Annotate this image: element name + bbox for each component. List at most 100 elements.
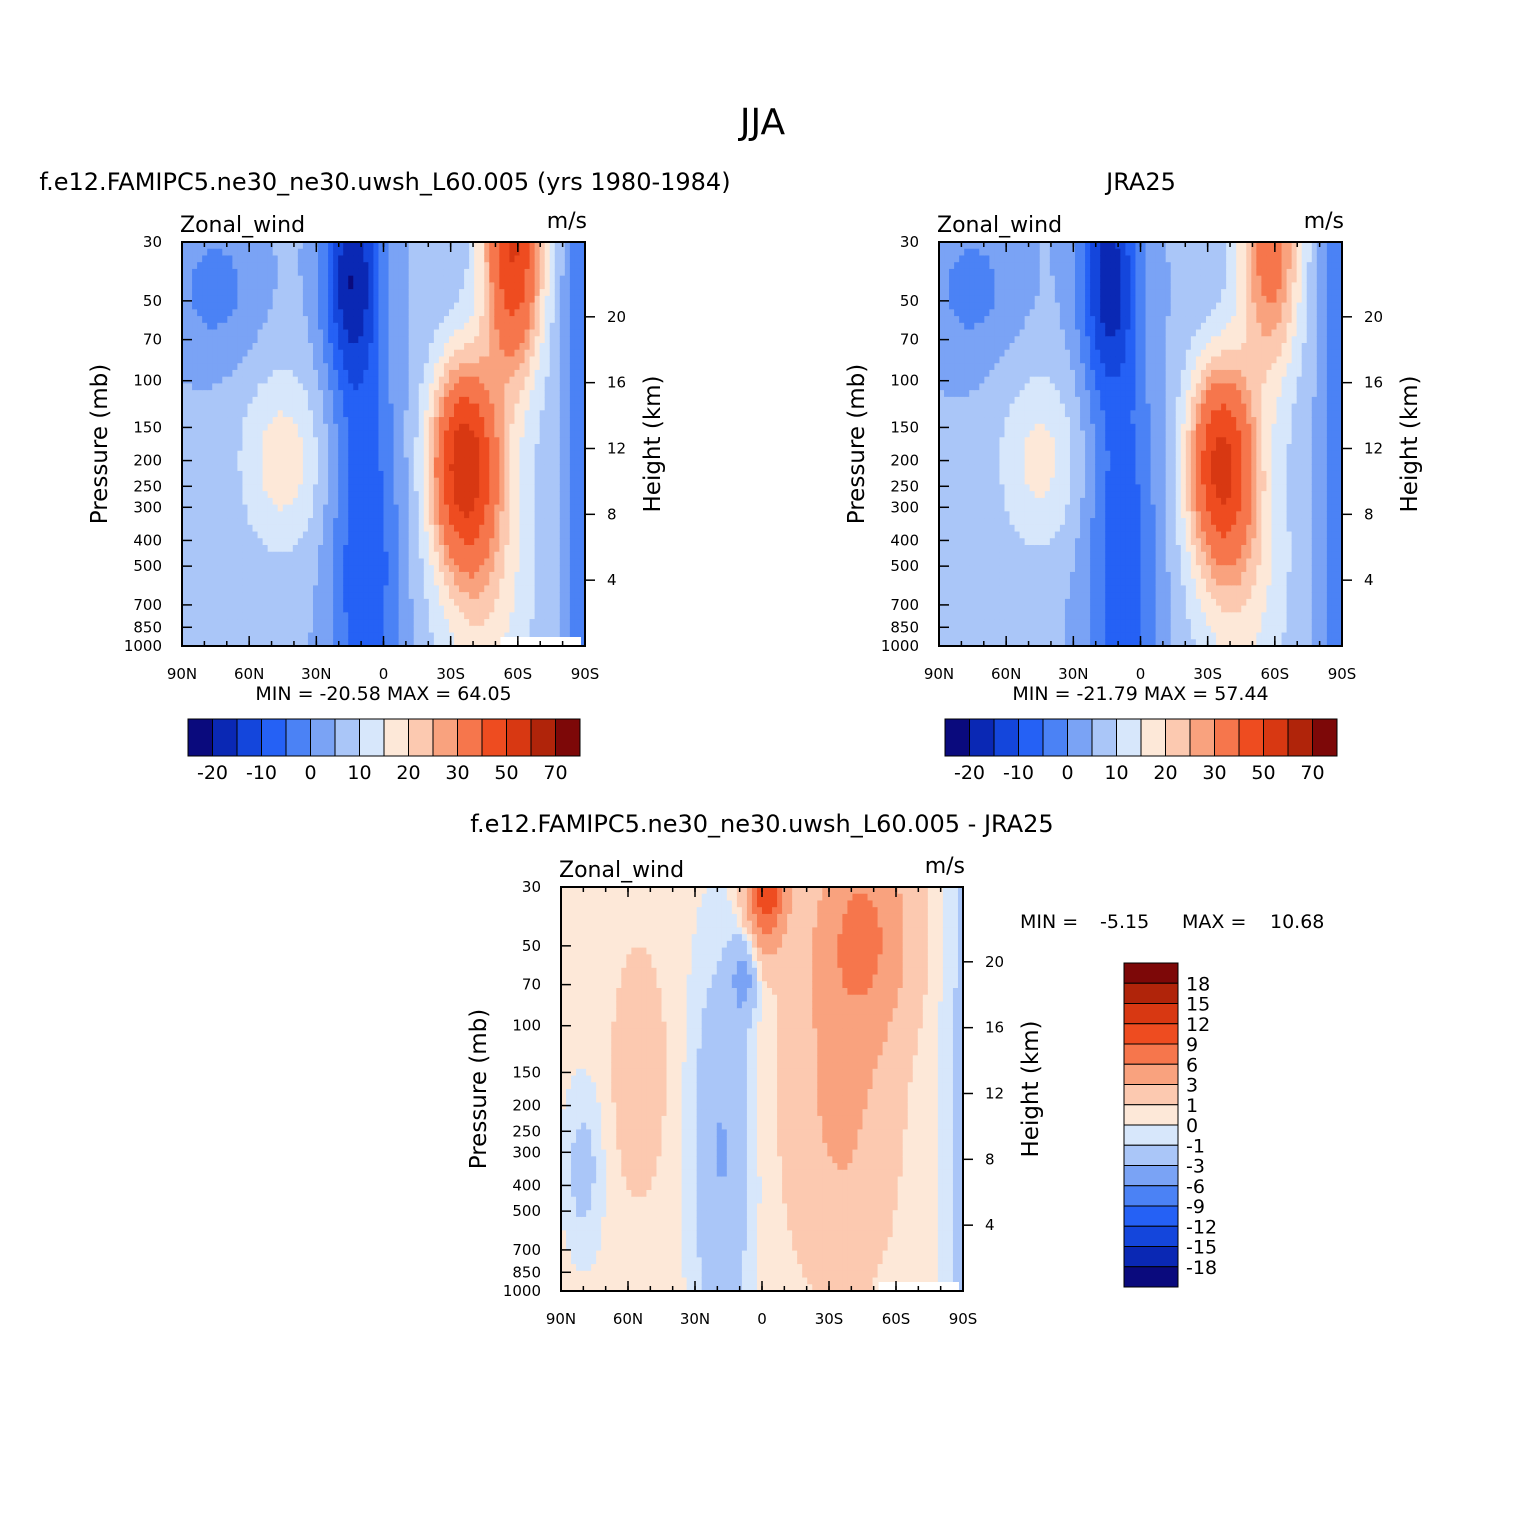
contour-cell <box>534 410 541 418</box>
contour-cell <box>564 464 571 472</box>
contour-cell <box>383 639 390 646</box>
contour-cell <box>484 309 490 317</box>
contour-cell <box>544 275 551 283</box>
contour-cell <box>524 356 531 364</box>
contour-cell <box>192 484 198 492</box>
contour-cell <box>212 376 218 384</box>
contour-cell <box>539 605 546 613</box>
contour-cell <box>272 518 279 526</box>
contour-cell <box>282 437 289 445</box>
contour-cell <box>549 511 556 519</box>
contour-cell <box>348 356 354 364</box>
contour-cell <box>247 417 254 425</box>
contour-cell <box>504 565 511 573</box>
contour-cell <box>257 551 264 560</box>
contour-cell <box>569 295 576 304</box>
contour-cell <box>579 255 585 263</box>
contour-cell <box>499 316 505 324</box>
contour-cell <box>217 363 223 371</box>
contour-cell <box>569 430 576 438</box>
contour-cell <box>363 639 369 646</box>
colorbar-label: 0 <box>304 762 316 784</box>
contour-cell <box>484 302 490 310</box>
contour-cell <box>247 470 254 479</box>
contour-cell <box>247 632 254 640</box>
contour-cell <box>262 464 269 472</box>
contour-cell <box>297 504 304 512</box>
contour-cell <box>549 316 556 324</box>
contour-cell <box>368 524 375 533</box>
contour-cell <box>378 316 385 324</box>
contour-cell <box>569 558 576 566</box>
contour-cell <box>514 531 521 539</box>
contour-cell <box>383 430 390 438</box>
contour-cell <box>438 524 445 533</box>
contour-cell <box>272 619 279 627</box>
contour-cell <box>343 376 349 384</box>
contour-cell <box>353 578 359 586</box>
contour-cell <box>197 255 203 263</box>
contour-cell <box>549 605 556 613</box>
contour-cell <box>504 518 511 526</box>
contour-cell <box>287 349 294 358</box>
contour-cell <box>272 410 279 418</box>
contour-cell <box>197 558 203 566</box>
contour-cell <box>474 497 480 506</box>
contour-cell <box>574 363 581 371</box>
contour-cell <box>408 376 415 384</box>
contour-cell <box>338 248 344 257</box>
contour-cell <box>428 423 435 432</box>
contour-cell <box>378 383 385 391</box>
y-tick-label: 400 <box>133 531 162 549</box>
contour-cell <box>408 470 415 479</box>
contour-cell <box>413 545 420 553</box>
contour-cell <box>489 592 495 600</box>
contour-cell <box>312 369 319 378</box>
contour-cell <box>378 571 385 580</box>
contour-cell <box>489 369 495 378</box>
contour-cell <box>454 262 460 270</box>
contour-cell <box>343 444 349 452</box>
contour-cell <box>464 625 470 634</box>
contour-cell <box>448 511 455 519</box>
contour-cell <box>343 484 349 492</box>
contour-cell <box>292 403 299 411</box>
contour-cell <box>403 484 410 492</box>
contour-cell <box>343 598 349 607</box>
contour-cell <box>489 255 495 263</box>
contour-cell <box>443 262 450 270</box>
contour-cell <box>262 470 269 479</box>
contour-cell <box>297 369 304 378</box>
contour-cell <box>489 565 495 573</box>
contour-cell <box>454 242 460 250</box>
contour-cell <box>534 376 541 384</box>
contour-cell <box>368 349 375 358</box>
contour-cell <box>939 268 945 277</box>
contour-cell <box>252 464 259 472</box>
contour-cell <box>353 524 359 533</box>
contour-cell <box>222 363 228 371</box>
contour-cell <box>504 578 511 586</box>
panel-1: f.e12.FAMIPC5.ne30_ne30.uwsh_L60.005 (yr… <box>39 168 730 784</box>
contour-cell <box>554 605 561 613</box>
contour-cell <box>474 632 480 640</box>
contour-cell <box>187 464 193 472</box>
contour-cell <box>939 531 945 539</box>
contour-cell <box>358 369 364 378</box>
contour-cell <box>524 349 531 358</box>
contour-cell <box>373 255 380 263</box>
contour-cell <box>393 632 400 640</box>
contour-cell <box>569 619 576 627</box>
contour-cell <box>242 430 249 438</box>
contour-cell <box>242 309 249 317</box>
contour-cell <box>524 410 531 418</box>
contour-cell <box>433 423 440 432</box>
contour-cell <box>569 450 576 459</box>
contour-cell <box>262 383 269 391</box>
contour-cell <box>368 464 375 472</box>
contour-cell <box>358 302 364 310</box>
contour-cell <box>222 477 228 485</box>
contour-cell <box>282 538 289 546</box>
contour-cell <box>403 545 410 553</box>
contour-cell <box>187 450 193 459</box>
